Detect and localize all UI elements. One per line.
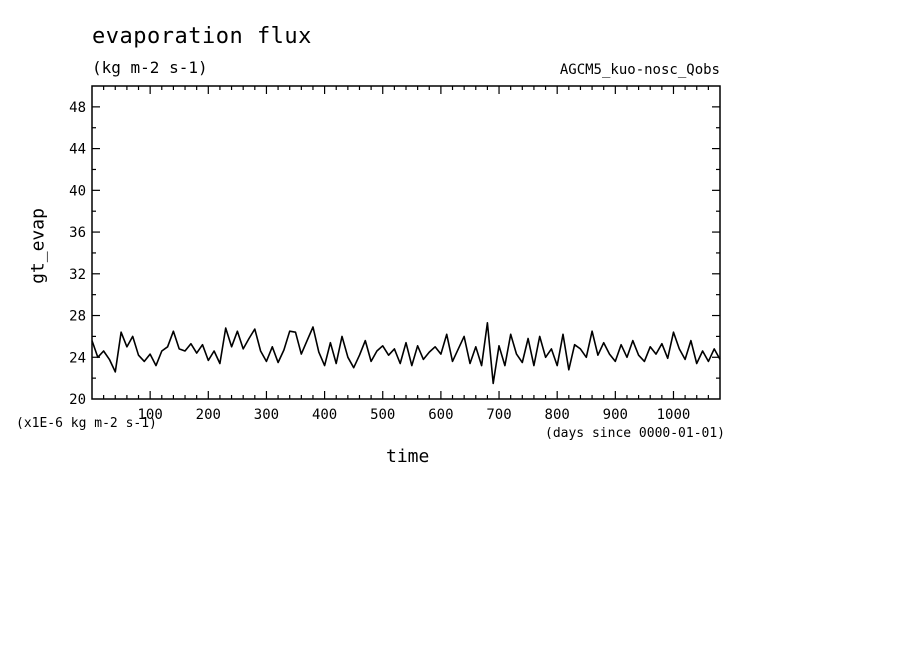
y-tick-label: 24 <box>69 350 86 366</box>
x-tick-label: 300 <box>254 407 279 423</box>
series-line-gt-evap <box>91 322 721 385</box>
x-tick-label: 800 <box>545 407 570 423</box>
x-tick-label: 500 <box>370 407 395 423</box>
x-tick-label: 600 <box>428 407 453 423</box>
x-tick-label: 400 <box>312 407 337 423</box>
axis-ticks <box>92 86 720 399</box>
chart-units: (kg m-2 s-1) <box>92 58 208 77</box>
y-tick-label: 44 <box>69 142 86 158</box>
x-tick-label: 900 <box>603 407 628 423</box>
y-tick-label: 28 <box>69 309 86 325</box>
y-tick-label: 48 <box>69 100 86 116</box>
x-tick-label: 100 <box>137 407 162 423</box>
x-tick-label: 700 <box>486 407 511 423</box>
y-tick-label: 40 <box>69 183 86 199</box>
x-tick-label: 1000 <box>657 407 691 423</box>
y-tick-label: 20 <box>69 392 86 408</box>
y-tick-label: 32 <box>69 267 86 283</box>
scale-note: (x1E-6 kg m-2 s-1) <box>16 416 157 431</box>
y-tick-label: 36 <box>69 225 86 241</box>
x-tick-label: 200 <box>196 407 221 423</box>
time-origin-note: (days since 0000-01-01) <box>545 426 726 441</box>
x-axis-label: time <box>386 446 430 467</box>
plot-frame <box>91 85 721 400</box>
tick-labels: 100 200 300 400 500 600 700 800 900 1000 20 24 28 32 3… <box>69 100 690 423</box>
chart-title: evaporation flux <box>92 24 312 49</box>
run-name: AGCM5_kuo-nosc_Qobs <box>559 62 720 78</box>
